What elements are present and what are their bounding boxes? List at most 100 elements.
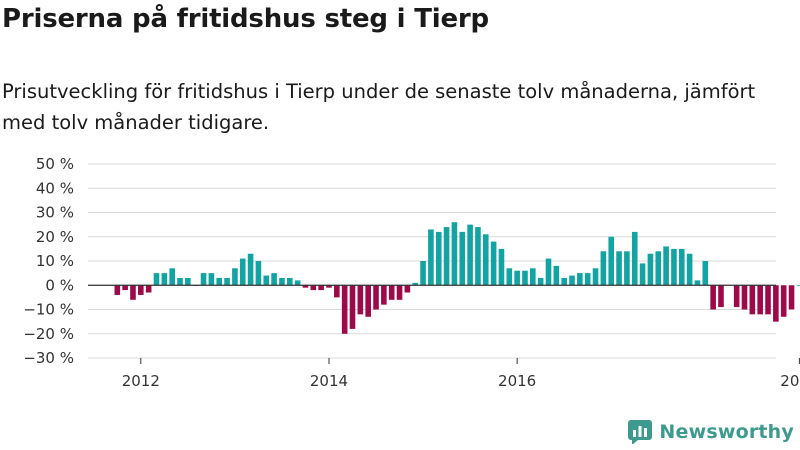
bar — [357, 285, 364, 315]
bar — [255, 261, 262, 286]
bar — [310, 285, 317, 291]
bar — [224, 277, 230, 286]
bar — [263, 275, 270, 286]
bar — [506, 268, 513, 286]
bar — [428, 229, 434, 286]
bar — [788, 285, 795, 310]
bar — [702, 261, 709, 286]
chart-title: Priserna på fritidshus steg i Tierp — [2, 4, 489, 34]
bar — [114, 285, 121, 295]
bar — [318, 285, 324, 291]
bar — [671, 248, 677, 286]
bar — [537, 277, 544, 286]
bar — [349, 285, 356, 329]
bar — [341, 285, 348, 334]
bar — [185, 277, 191, 286]
y-tick-label: 0 % — [45, 276, 74, 294]
bar — [475, 227, 481, 286]
bar — [451, 222, 458, 286]
bar — [616, 251, 622, 286]
bar — [733, 285, 740, 308]
bar — [326, 285, 332, 288]
bar — [208, 273, 215, 286]
y-tick-label: 30 % — [36, 204, 74, 222]
bar — [584, 273, 591, 286]
bar — [490, 241, 497, 286]
bar — [561, 277, 567, 286]
bar — [694, 280, 701, 286]
bar — [388, 285, 395, 300]
bar — [467, 224, 473, 286]
bar — [482, 234, 489, 286]
bar — [600, 251, 607, 286]
bar — [302, 285, 309, 288]
bar — [678, 248, 685, 286]
bar — [796, 285, 800, 287]
bar — [216, 277, 223, 286]
bar — [271, 273, 277, 286]
bar — [655, 251, 662, 286]
brand-name: Newsworthy — [659, 421, 794, 443]
bar — [381, 285, 387, 305]
bar — [608, 236, 615, 286]
bar — [647, 253, 654, 286]
bar — [286, 277, 293, 286]
y-tick-label: −20 % — [23, 325, 74, 343]
bar — [459, 231, 466, 286]
bar — [443, 227, 450, 286]
bar — [122, 285, 128, 291]
brand-logo: Newsworthy — [628, 420, 794, 444]
bar — [553, 265, 560, 286]
bar — [412, 282, 419, 286]
bar — [177, 277, 183, 286]
bar — [373, 285, 379, 310]
bar — [592, 268, 599, 286]
bar — [577, 273, 583, 286]
bar — [631, 231, 638, 286]
bar — [498, 248, 505, 286]
bar — [718, 285, 724, 308]
bar — [639, 263, 646, 286]
y-tick-label: −30 % — [23, 349, 74, 367]
bar — [522, 270, 528, 286]
bar — [365, 285, 371, 317]
bar — [710, 285, 716, 310]
bar — [765, 285, 771, 315]
x-tick-label: 2019 — [780, 372, 800, 390]
y-tick-label: 50 % — [36, 155, 74, 173]
bar — [757, 285, 763, 315]
bar — [247, 253, 254, 286]
bar — [279, 277, 285, 286]
bar — [232, 268, 238, 286]
y-tick-label: 40 % — [36, 179, 74, 197]
bar — [530, 268, 536, 286]
bar — [169, 268, 175, 286]
bar — [161, 273, 168, 286]
y-tick-label: −10 % — [23, 301, 74, 319]
bar — [663, 246, 669, 286]
y-tick-label: 10 % — [36, 252, 74, 270]
bars — [114, 222, 800, 334]
bar — [773, 285, 779, 322]
bar — [569, 275, 575, 286]
bar — [145, 285, 152, 293]
bar — [396, 285, 403, 300]
bar — [138, 285, 144, 295]
bar — [686, 253, 693, 286]
bar — [239, 258, 246, 286]
bar — [624, 251, 630, 286]
bar — [404, 285, 411, 293]
bar — [749, 285, 756, 315]
bar — [514, 270, 520, 286]
bar — [545, 258, 552, 286]
x-tick-label: 2016 — [498, 372, 536, 390]
bar — [200, 273, 207, 286]
y-tick-label: 20 % — [36, 228, 74, 246]
bar — [294, 280, 301, 286]
chart-subtitle: Prisutveckling för fritidshus i Tierp un… — [2, 80, 756, 134]
y-axis-ticks: −30 % −20 % −10 % 0 % 10 % 20 % 30 % 40 % 50 % — [23, 155, 74, 367]
bar — [334, 285, 340, 298]
bar — [130, 285, 136, 300]
x-tick-label: 2012 — [122, 372, 160, 390]
